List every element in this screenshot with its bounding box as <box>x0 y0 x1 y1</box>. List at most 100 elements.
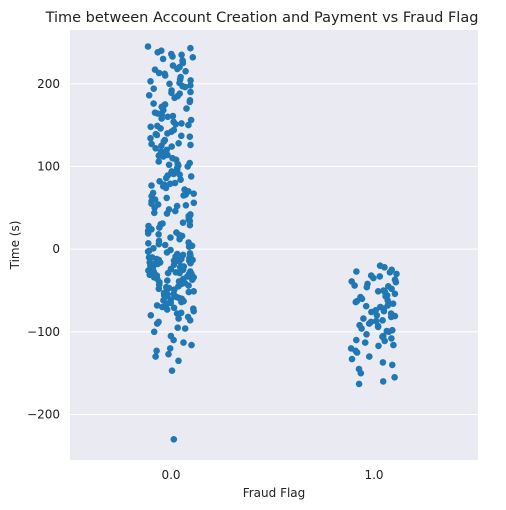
data-point <box>155 281 163 289</box>
data-point <box>154 110 161 117</box>
data-point <box>155 231 162 238</box>
data-point <box>144 230 152 237</box>
data-point <box>178 132 185 140</box>
data-point <box>187 82 194 89</box>
data-point <box>353 336 360 344</box>
data-point <box>174 65 181 73</box>
data-point <box>177 309 185 317</box>
data-point <box>348 278 356 285</box>
data-point <box>147 135 154 142</box>
data-point <box>167 299 175 307</box>
data-point <box>381 337 389 345</box>
data-point <box>374 322 382 330</box>
x-tick-label: 0.0 <box>161 468 180 482</box>
data-point <box>187 116 195 124</box>
data-point <box>383 327 391 335</box>
y-tick-label: −100 <box>27 325 60 339</box>
data-point <box>357 369 365 377</box>
data-point <box>164 130 171 137</box>
data-point <box>366 353 373 360</box>
data-point <box>163 194 170 202</box>
data-point <box>166 180 174 188</box>
data-point <box>180 192 187 199</box>
data-point <box>391 312 399 320</box>
data-point <box>150 100 157 107</box>
data-point <box>152 145 159 152</box>
data-point <box>169 112 177 120</box>
data-point <box>385 283 392 290</box>
data-point <box>182 202 190 209</box>
data-point <box>152 130 160 138</box>
data-point <box>170 336 177 344</box>
data-point <box>155 240 163 248</box>
y-axis-label: Time (s) <box>8 221 22 271</box>
data-point <box>155 318 162 326</box>
data-point <box>162 184 170 192</box>
y-tick-label: 200 <box>37 77 60 91</box>
data-point <box>165 350 172 358</box>
data-points <box>144 43 400 443</box>
data-point <box>184 273 191 280</box>
data-point <box>179 266 187 274</box>
data-point <box>163 210 171 217</box>
data-point <box>374 288 382 295</box>
data-point <box>186 98 194 106</box>
data-point <box>393 270 400 278</box>
data-point <box>187 173 195 180</box>
data-point <box>186 221 194 229</box>
data-point <box>179 82 186 90</box>
data-point <box>176 231 183 239</box>
data-point <box>170 170 177 178</box>
data-point <box>178 120 185 127</box>
data-point <box>148 200 155 207</box>
data-point <box>164 172 171 179</box>
data-point <box>187 44 194 52</box>
data-point <box>189 276 196 284</box>
data-point <box>363 331 370 338</box>
data-point <box>358 295 366 303</box>
data-point <box>353 268 360 275</box>
data-point <box>181 279 189 287</box>
data-point <box>370 274 377 282</box>
data-point <box>165 284 173 292</box>
data-point <box>158 142 165 150</box>
data-point <box>145 92 153 99</box>
x-tick-labels: 0.0 1.0 <box>161 468 383 482</box>
data-point <box>184 163 191 170</box>
y-tick-label: 0 <box>52 242 60 256</box>
data-point <box>389 361 396 369</box>
data-point <box>352 347 359 355</box>
data-point <box>187 259 194 267</box>
data-point <box>380 307 388 315</box>
data-point <box>144 43 152 50</box>
data-point <box>180 339 187 346</box>
data-point <box>190 288 197 295</box>
data-point <box>168 50 175 58</box>
data-point <box>165 161 173 169</box>
data-point <box>363 283 371 291</box>
data-point <box>183 105 190 112</box>
data-point <box>170 436 178 443</box>
data-point <box>147 312 155 319</box>
data-point <box>171 94 178 102</box>
data-point <box>164 113 171 121</box>
data-point <box>179 219 187 226</box>
data-point <box>148 140 155 148</box>
data-point <box>145 240 152 247</box>
data-point <box>360 315 367 322</box>
data-point <box>389 300 397 308</box>
data-point <box>175 140 182 147</box>
data-point <box>381 264 388 271</box>
data-point <box>180 297 187 305</box>
data-point <box>155 158 162 165</box>
data-point <box>168 89 175 97</box>
data-point <box>154 122 161 130</box>
data-point <box>164 277 171 284</box>
data-point <box>187 141 194 149</box>
data-point <box>186 133 194 140</box>
data-point <box>166 345 174 352</box>
data-point <box>145 247 153 255</box>
data-point <box>362 302 370 310</box>
data-point <box>163 249 171 256</box>
data-point <box>392 278 400 286</box>
